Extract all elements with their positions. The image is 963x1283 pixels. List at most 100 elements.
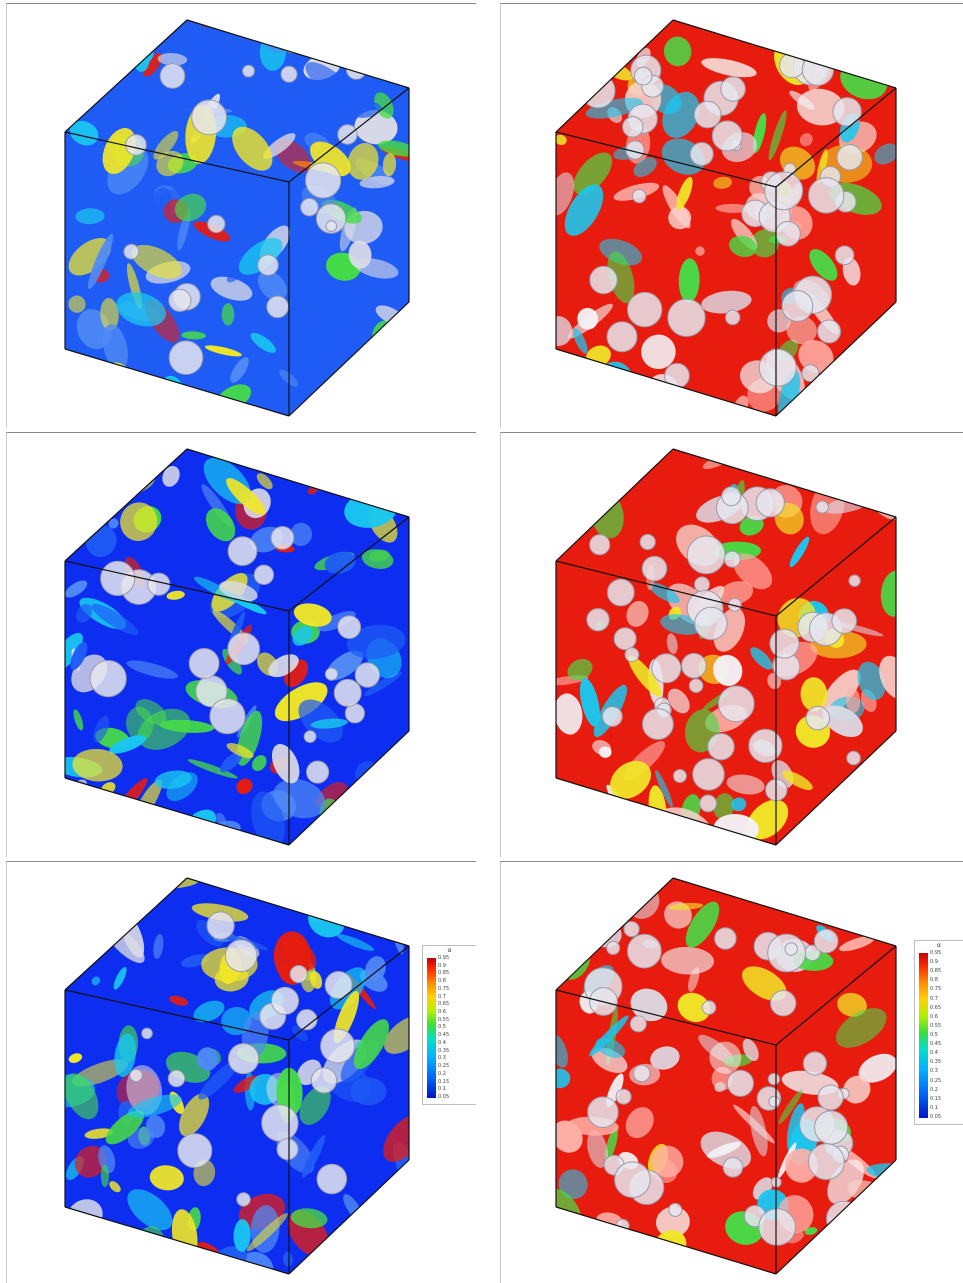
bubble-isosurface (642, 708, 674, 741)
phase-blob (719, 581, 754, 605)
bubble-isosurface (808, 1143, 845, 1181)
colorbar-tick-label: 0.15 (438, 1078, 450, 1085)
phase-blob (556, 70, 570, 98)
phase-blob (75, 208, 105, 225)
phase-blob (116, 292, 166, 327)
bubble-isosurface (168, 340, 204, 376)
cube-edge (64, 19, 188, 133)
phase-blob (73, 709, 84, 731)
phase-blob (68, 295, 86, 313)
phase-blob (92, 816, 127, 837)
phase-blob (100, 298, 119, 331)
cube-edges (555, 877, 897, 1275)
phase-blob (741, 966, 787, 1001)
phase-blob (349, 101, 382, 118)
phase-blob (221, 303, 235, 326)
phase-blob (127, 1189, 173, 1231)
bubble-isosurface (614, 1161, 651, 1199)
phase-blob (556, 902, 580, 939)
bubble-isosurface (668, 1202, 683, 1217)
bubble-isosurface (337, 615, 362, 640)
phase-blob (750, 647, 773, 670)
bubble-isosurface (672, 769, 687, 783)
phase-blob (667, 688, 690, 714)
colorbar-tick-label: 0.2 (930, 1086, 938, 1093)
bubble-isosurface (242, 64, 255, 78)
phase-blob (751, 229, 779, 258)
phase-blob (847, 1233, 880, 1262)
phase-blob (113, 967, 127, 990)
phase-blob (105, 215, 127, 229)
colorbar-tick-label: 0.3 (930, 1068, 938, 1075)
bubble-isosurface (815, 500, 829, 514)
phase-blob (821, 669, 861, 715)
phase-blob (162, 465, 180, 487)
phase-blob (558, 1169, 588, 1200)
phase-blob (153, 934, 164, 959)
bubble-isosurface (141, 1027, 153, 1040)
bubble-isosurface (627, 291, 663, 328)
phase-blob (78, 1229, 104, 1258)
bubble-isosurface (300, 198, 319, 217)
colorbar-left: α 0.95 0.9 0.85 0.8 0.75 0.7 0.65 0.6 0.55 0.5 0.4… (422, 945, 476, 1105)
phase-blob (274, 682, 328, 722)
colorbar-tick-label: 0.15 (930, 1095, 942, 1102)
phase-blob (556, 172, 575, 216)
phase-blob (93, 715, 110, 743)
bubble-isosurface (191, 99, 228, 136)
bubble-isosurface (770, 990, 797, 1017)
bubble-isosurface (727, 597, 742, 612)
phase-blob (794, 449, 849, 479)
phase-blob (630, 988, 668, 1022)
phase-blob (306, 28, 335, 37)
phase-blob (843, 1075, 871, 1104)
bubble-isosurface (168, 288, 192, 312)
phase-blob (232, 126, 273, 171)
phase-blob (582, 799, 623, 838)
phase-blob (187, 759, 238, 779)
phase-blob (143, 52, 162, 77)
phase-blob (564, 184, 604, 236)
phase-blob (556, 505, 579, 536)
phase-blob (166, 590, 185, 600)
cube-edge (775, 945, 897, 1046)
phase-blob (174, 193, 207, 222)
phase-blob (556, 1068, 571, 1089)
colorbar-tick-label: 0.3 (438, 1055, 446, 1062)
cube-edge (64, 777, 290, 846)
phase-blob (661, 946, 714, 975)
phase-blob (883, 742, 896, 761)
phase-blob (378, 140, 409, 157)
bubble-isosurface (626, 933, 662, 969)
bubble-isosurface (721, 486, 742, 507)
phase-blob (742, 1038, 759, 1062)
bubble-isosurface (813, 928, 839, 954)
bubble-isosurface (324, 667, 339, 681)
bubble-isosurface (717, 685, 755, 723)
bubble-isosurface (622, 116, 644, 138)
bubble-isosurface (310, 1067, 338, 1094)
phase-blob (230, 357, 249, 383)
bubble-isosurface (723, 550, 741, 568)
phase-blob (281, 937, 317, 970)
phase-blob (226, 743, 254, 759)
bubble-isosurface (694, 606, 728, 641)
phase-blob (573, 327, 588, 354)
phase-blob (68, 1053, 83, 1063)
cube-edge (555, 131, 777, 188)
phase-blob (72, 748, 123, 782)
bubble-isosurface (123, 243, 140, 260)
bubble-isosurface (227, 536, 258, 566)
bubble-isosurface (587, 1096, 619, 1128)
colorbar-tick-label: 0.65 (930, 1004, 942, 1011)
phase-blob (369, 549, 390, 562)
bubble-isosurface (236, 1192, 251, 1207)
cube-top-left (64, 19, 410, 417)
bubble-isosurface (805, 705, 830, 731)
phase-blob (587, 1130, 608, 1168)
phase-blob (584, 365, 615, 416)
phase-blob (65, 366, 105, 400)
phase-blob (714, 1081, 726, 1093)
cube-edge (186, 877, 410, 947)
phase-blob (798, 340, 834, 373)
